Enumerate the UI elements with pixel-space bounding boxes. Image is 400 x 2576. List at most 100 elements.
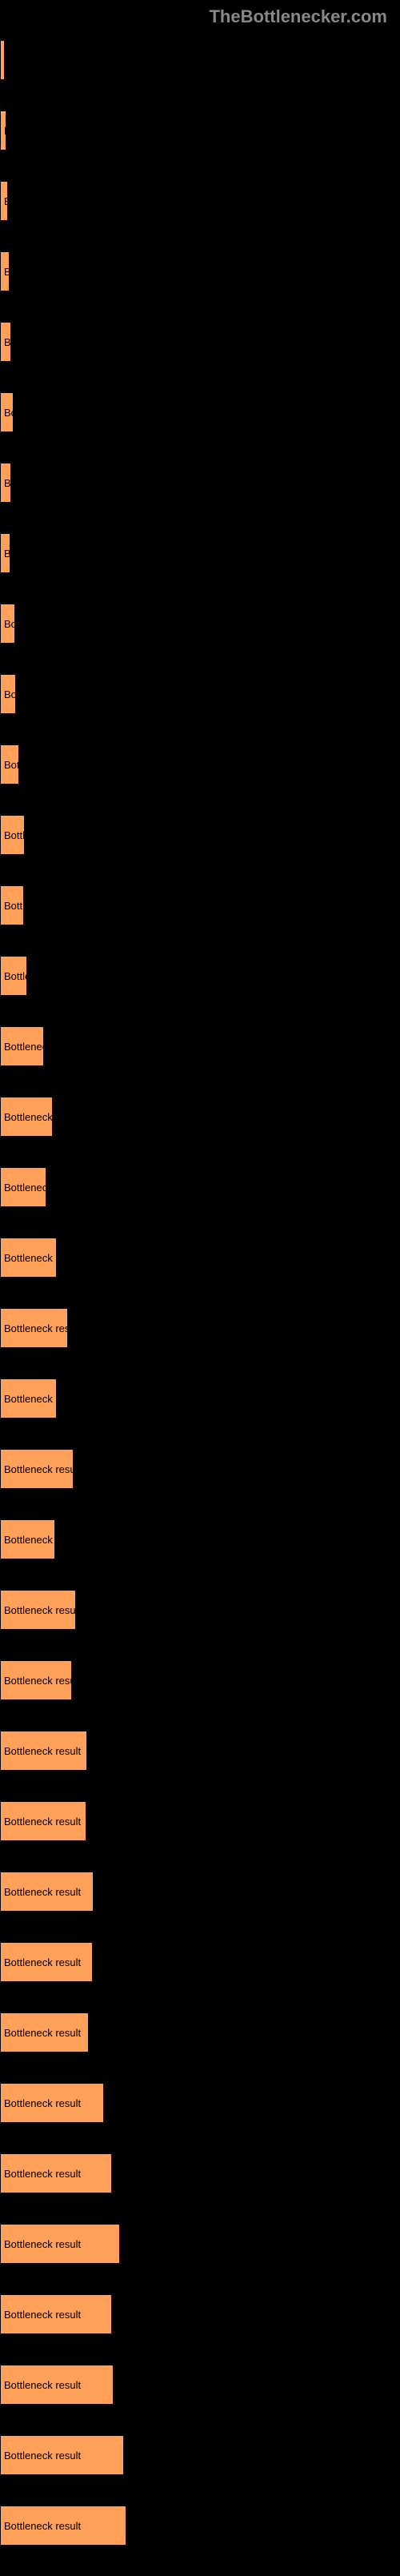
bar-row: Bottleneck result — [0, 2153, 400, 2193]
bar-row: Bottleneck result — [0, 744, 400, 784]
bar-row: Bottleneck result — [0, 1167, 400, 1207]
bar-row: Bottleneck result — [0, 1238, 400, 1278]
bar-label: Bottleneck result — [4, 407, 14, 419]
bar-row: Bottleneck result — [0, 322, 400, 362]
bar-row: Bottleneck result — [0, 2224, 400, 2264]
bar: Bottleneck result — [0, 1872, 94, 1912]
bar: Bottleneck result — [0, 2224, 120, 2264]
bar: Bottleneck result — [0, 1026, 44, 1066]
bar-label: Bottleneck result — [4, 1816, 81, 1828]
bar-row: Bottleneck result — [0, 110, 400, 150]
bar-label: Bottleneck result — [4, 2379, 81, 2391]
bar-row: Bottleneck result — [0, 40, 400, 80]
bar-row: Bottleneck result — [0, 1026, 400, 1066]
bar-label: Bottleneck result — [4, 688, 16, 700]
bar-row: Bottleneck result — [0, 1449, 400, 1489]
bar-label: Bottleneck result — [4, 1463, 74, 1475]
bar: Bottleneck result — [0, 604, 15, 644]
bar: Bottleneck result — [0, 2435, 124, 2475]
bar: Bottleneck result — [0, 2294, 112, 2334]
bar-label: Bottleneck result — [4, 195, 8, 207]
bar-label: Bottleneck result — [4, 1886, 81, 1898]
bar: Bottleneck result — [0, 251, 10, 291]
bar-row: Bottleneck result — [0, 1590, 400, 1630]
bar-row: Bottleneck result — [0, 674, 400, 714]
bar: Bottleneck result — [0, 2012, 89, 2052]
bar-label: Bottleneck result — [4, 548, 10, 560]
bar-row: Bottleneck result — [0, 181, 400, 221]
bar-label: Bottleneck result — [4, 618, 15, 630]
bar-row: Bottleneck result — [0, 1519, 400, 1559]
bar-row: Bottleneck result — [0, 2365, 400, 2405]
bar: Bottleneck result — [0, 744, 19, 784]
bar-row: Bottleneck result — [0, 815, 400, 855]
bar-row: Bottleneck result — [0, 2083, 400, 2123]
bar: Bottleneck result — [0, 1590, 76, 1630]
watermark-text: TheBottlenecker.com — [209, 6, 387, 27]
bar: Bottleneck result — [0, 2365, 114, 2405]
bar: Bottleneck result — [0, 885, 24, 925]
bar-label: Bottleneck result — [4, 2450, 81, 2462]
bar: Bottleneck result — [0, 181, 8, 221]
bar: Bottleneck result — [0, 2153, 112, 2193]
bar: Bottleneck result — [0, 533, 10, 573]
bar-row: Bottleneck result — [0, 533, 400, 573]
bar-chart: Bottleneck result Bottleneck result Bottle… — [0, 0, 400, 2546]
bar: Bottleneck result — [0, 392, 14, 432]
bar-row: Bottleneck result — [0, 1097, 400, 1137]
bar: Bottleneck result — [0, 1238, 57, 1278]
bar-label: Bottleneck result — [4, 2520, 81, 2532]
bar-row: Bottleneck result — [0, 392, 400, 432]
bar-row: Bottleneck result — [0, 2435, 400, 2475]
bar-label: Bottleneck result — [4, 900, 24, 912]
bar-row: Bottleneck result — [0, 463, 400, 503]
bar: Bottleneck result — [0, 2083, 104, 2123]
bar-label: Bottleneck result — [4, 1745, 81, 1757]
bar-label: Bottleneck result — [4, 1534, 55, 1546]
bar-label: Bottleneck result — [4, 1956, 81, 1968]
bar-label: Bottleneck result — [4, 2097, 81, 2109]
bar: Bottleneck result — [0, 2506, 126, 2546]
bar-row: Bottleneck result — [0, 1872, 400, 1912]
bar-row: Bottleneck result — [0, 1308, 400, 1348]
bar-row: Bottleneck result — [0, 1660, 400, 1700]
bar-label: Bottleneck result — [4, 1041, 44, 1053]
bar: Bottleneck result — [0, 1660, 72, 1700]
bar-label: Bottleneck result — [4, 266, 10, 278]
bar: Bottleneck result — [0, 1449, 74, 1489]
bar: Bottleneck result — [0, 956, 27, 996]
bar-label: Bottleneck result — [4, 1322, 68, 1334]
bar-row: Bottleneck result — [0, 604, 400, 644]
bar-label: Bottleneck result — [4, 759, 19, 771]
bar-row: Bottleneck result — [0, 1378, 400, 1418]
bar: Bottleneck result — [0, 1942, 93, 1982]
bar-row: Bottleneck result — [0, 2506, 400, 2546]
bar-label: Bottleneck result — [4, 1111, 53, 1123]
bar: Bottleneck result — [0, 1097, 53, 1137]
bar-label: Bottleneck result — [4, 54, 5, 66]
bar-row: Bottleneck result — [0, 251, 400, 291]
bar: Bottleneck result — [0, 1801, 86, 1841]
bar-label: Bottleneck result — [4, 1604, 76, 1616]
bar-row: Bottleneck result — [0, 956, 400, 996]
bar: Bottleneck result — [0, 1519, 55, 1559]
bar-label: Bottleneck result — [4, 1182, 46, 1194]
bar-row: Bottleneck result — [0, 1801, 400, 1841]
bar-row: Bottleneck result — [0, 1942, 400, 1982]
bar: Bottleneck result — [0, 1167, 46, 1207]
bar: Bottleneck result — [0, 463, 11, 503]
bar-label: Bottleneck result — [4, 477, 11, 489]
bar: Bottleneck result — [0, 110, 6, 150]
bar: Bottleneck result — [0, 1308, 68, 1348]
bar-label: Bottleneck result — [4, 829, 25, 841]
bar-row: Bottleneck result — [0, 2012, 400, 2052]
bar-label: Bottleneck result — [4, 2309, 81, 2321]
bar-label: Bottleneck result — [4, 1675, 72, 1687]
bar-row: Bottleneck result — [0, 2294, 400, 2334]
bar-label: Bottleneck result — [4, 2238, 81, 2250]
bar: Bottleneck result — [0, 322, 11, 362]
bar: Bottleneck result — [0, 40, 5, 80]
bar: Bottleneck result — [0, 815, 25, 855]
bar: Bottleneck result — [0, 674, 16, 714]
bar-row: Bottleneck result — [0, 885, 400, 925]
